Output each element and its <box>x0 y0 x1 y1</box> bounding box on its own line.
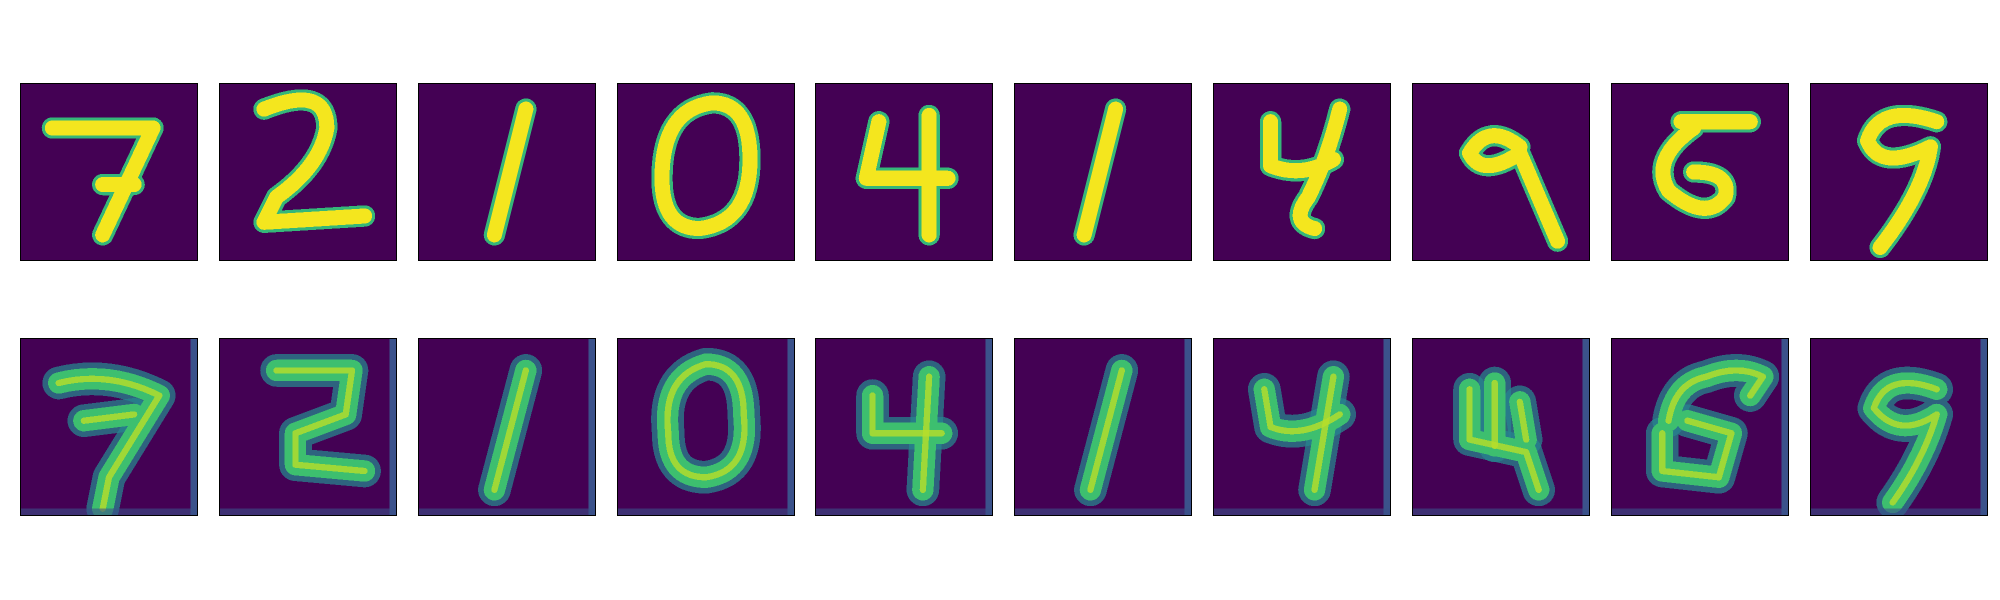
digit-stroke <box>1665 367 1766 424</box>
digit-image <box>419 84 595 260</box>
reconstructed-row-digit-4 <box>617 338 795 516</box>
digit-stroke <box>1076 101 1124 243</box>
digit-stroke <box>44 120 161 243</box>
edge-artifact-bottom <box>1811 508 1987 515</box>
digit-stroke <box>1311 373 1337 494</box>
edge-artifact-right <box>588 339 595 515</box>
digit-image <box>1214 339 1390 515</box>
digit-image <box>1015 339 1191 515</box>
digit-image <box>816 84 992 260</box>
digit-stroke <box>1261 386 1343 435</box>
edge-artifact-right <box>1383 339 1390 515</box>
digit-image <box>1413 339 1589 515</box>
digit-stroke <box>55 375 163 512</box>
edge-artifact-right <box>1980 339 1987 515</box>
digit-image <box>419 339 595 515</box>
edge-artifact-bottom <box>1015 508 1191 515</box>
digit-image <box>1015 84 1191 260</box>
original-row-digit-9 <box>1611 83 1789 261</box>
reconstructed-row-digit-2 <box>219 338 397 516</box>
digit-image <box>21 84 197 260</box>
original-row-digit-3 <box>418 83 596 261</box>
digit-stroke <box>919 373 933 494</box>
edge-artifact-bottom <box>1214 508 1390 515</box>
edge-artifact-bottom <box>816 508 992 515</box>
reconstructed-row-digit-9 <box>1611 338 1789 516</box>
edge-artifact-right <box>1781 339 1788 515</box>
reconstructed-row-digit-3 <box>418 338 596 516</box>
edge-artifact-bottom <box>1612 508 1788 515</box>
original-row-digit-6 <box>1014 83 1192 261</box>
original-row-digit-4 <box>617 83 795 261</box>
digit-image <box>1811 339 1987 515</box>
edge-artifact-bottom <box>1413 508 1589 515</box>
original-row-digit-2 <box>219 83 397 261</box>
digit-stroke <box>273 367 368 475</box>
edge-artifact-bottom <box>21 508 197 515</box>
reconstructed-row-digit-7 <box>1213 338 1391 516</box>
original-row-digit-8 <box>1412 83 1590 261</box>
digit-stroke <box>1655 120 1734 216</box>
digit-image <box>618 84 794 260</box>
digit-stroke <box>256 92 373 230</box>
digit-stroke <box>869 392 945 437</box>
edge-artifact-right <box>985 339 992 515</box>
reconstructed-row-digit-10 <box>1810 338 1988 516</box>
edge-artifact-right <box>190 339 197 515</box>
digit-stroke <box>1659 417 1735 481</box>
digit-image <box>1612 84 1788 260</box>
digit-image <box>1214 84 1390 260</box>
digit-image <box>1811 84 1987 260</box>
edge-artifact-bottom <box>220 508 396 515</box>
original-row-digit-10 <box>1810 83 1988 261</box>
reconstructed-row-digit-6 <box>1014 338 1192 516</box>
edge-artifact-right <box>1184 339 1191 515</box>
digit-stroke <box>1516 398 1530 443</box>
digit-stroke <box>491 367 529 494</box>
edge-artifact-right <box>787 339 794 515</box>
digit-stroke <box>1292 101 1348 237</box>
edge-artifact-right <box>389 339 396 515</box>
reconstructed-row-digit-1 <box>20 338 198 516</box>
reconstructed-row-digit-8 <box>1412 338 1590 516</box>
edge-artifact-right <box>1582 339 1589 515</box>
digit-stroke <box>1870 379 1940 506</box>
digit-image <box>21 339 197 515</box>
digit-image <box>220 339 396 515</box>
original-row-digit-7 <box>1213 83 1391 261</box>
digit-stroke <box>486 101 534 243</box>
original-row-digit-1 <box>20 83 198 261</box>
digit-image <box>220 84 396 260</box>
edge-artifact-bottom <box>419 508 595 515</box>
digit-image <box>1413 84 1589 260</box>
digit-image <box>1612 339 1788 515</box>
digit-stroke <box>1087 367 1125 494</box>
digit-image <box>618 339 794 515</box>
digit-stroke <box>1466 386 1542 494</box>
original-row-digit-5 <box>815 83 993 261</box>
digit-stroke <box>1462 128 1566 249</box>
edge-artifact-bottom <box>618 508 794 515</box>
digit-stroke <box>1860 107 1945 255</box>
digit-stroke <box>654 95 758 237</box>
digit-image <box>816 339 992 515</box>
digit-stroke <box>80 411 138 424</box>
digit-stroke <box>664 361 748 481</box>
digit-stroke <box>858 114 956 186</box>
reconstructed-row-digit-5 <box>815 338 993 516</box>
